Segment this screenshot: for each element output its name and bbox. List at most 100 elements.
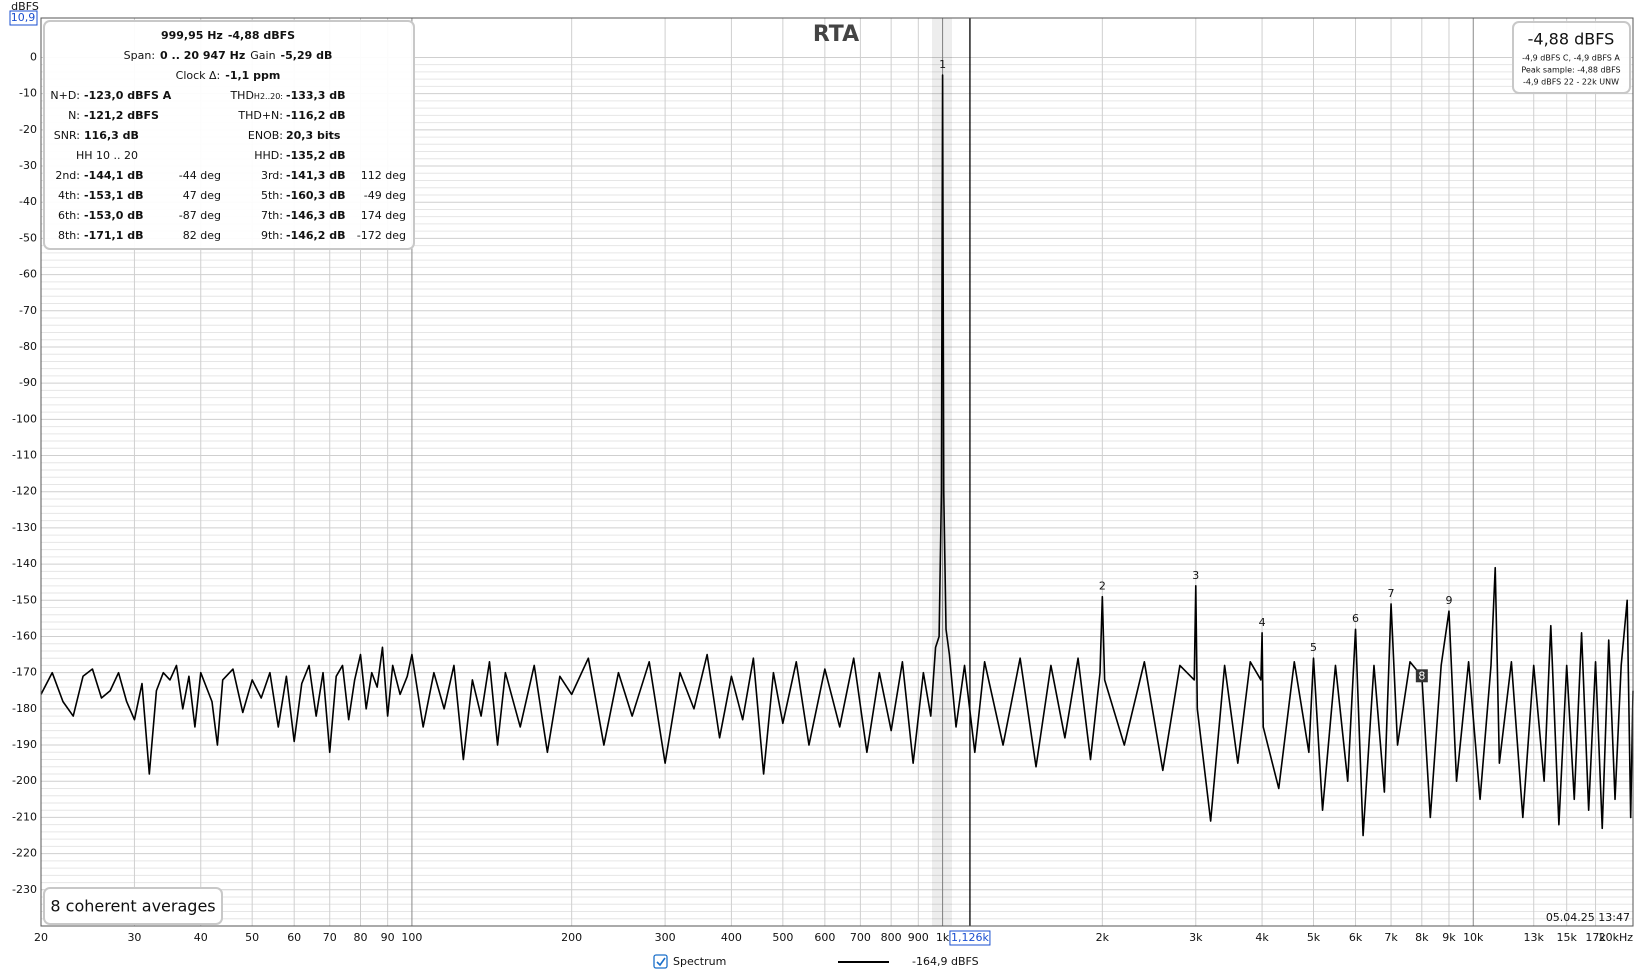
timestamp: 05.04.25 13:47 <box>1546 911 1630 924</box>
marker-label: 3 <box>1192 569 1199 582</box>
plot <box>40 18 1634 926</box>
y-tick-label: -150 <box>12 593 37 606</box>
marker-box <box>1415 669 1428 683</box>
y-tick-label: -170 <box>12 666 37 679</box>
x-tick-label: 800 <box>881 931 902 944</box>
info-value: -144,1 dB <box>84 169 143 182</box>
chart-title: RTA <box>813 22 859 47</box>
info-value: -121,2 dBFS <box>84 109 159 122</box>
level-line: -4,9 dBFS 22 - 22k UNW <box>1523 78 1619 87</box>
plot-frame <box>40 17 1634 927</box>
y-tick-label: -70 <box>19 304 37 317</box>
info-label: 3rd: <box>261 169 283 182</box>
info-value: -133,3 dB <box>286 89 345 102</box>
x-tick-label: 5k <box>1307 931 1321 944</box>
y-tick-label: -190 <box>12 738 37 751</box>
y-tick-label: -80 <box>19 340 37 353</box>
x-tick-label: 60 <box>287 931 301 944</box>
legend-name: Spectrum <box>673 955 726 968</box>
info-label-main: HHD: <box>254 149 283 162</box>
legend-value: -164,9 dBFS <box>912 955 979 968</box>
y-tick-label: -200 <box>12 774 37 787</box>
marker-label: 1 <box>939 58 946 71</box>
spectrum-line <box>40 74 1634 837</box>
info-value: -153,0 dB <box>84 209 143 222</box>
info-value: -153,1 dB <box>84 189 143 202</box>
info-header-part: 999,95 Hz <box>161 29 223 42</box>
info-value: 20,3 bits <box>286 129 341 142</box>
info-label-sub: H2..20: <box>254 92 283 101</box>
x-tick-label: 40 <box>194 931 208 944</box>
y-tick-label: -140 <box>12 557 37 570</box>
info-phase: -49 deg <box>364 189 406 202</box>
x-tick-label: 900 <box>908 931 929 944</box>
x-tick-label: 70 <box>323 931 337 944</box>
overlay: 10,9 1,126k 1 2 3 4 5 6 7 8 9 999,95 Hz -4,88 dBFS Sp… <box>9 10 1631 968</box>
info-note: HH 10 .. 20 <box>76 149 138 162</box>
x-tick-label: 20kHz <box>1599 931 1634 944</box>
info-label: 6th: <box>58 209 80 222</box>
marker-label: 6 <box>1352 612 1359 625</box>
x-tick-label: 3k <box>1189 931 1203 944</box>
y-tick-label: 0 <box>30 50 37 63</box>
info-value: -146,3 dB <box>286 209 345 222</box>
x-tick-label: 600 <box>814 931 835 944</box>
y-limit-label: 10,9 <box>11 11 36 24</box>
x-tick-label: 80 <box>353 931 367 944</box>
x-tick-label: 4k <box>1255 931 1269 944</box>
info-label: N: <box>68 109 80 122</box>
y-tick-label: -110 <box>12 449 37 462</box>
info-header: Clock Δ: -1,1 ppm <box>176 69 281 82</box>
info-header-part: Gain <box>250 49 275 62</box>
y-limit-box <box>9 10 38 26</box>
y-tick-label: -120 <box>12 485 37 498</box>
marker-label: 8 <box>1418 669 1425 682</box>
x-tick-label: 700 <box>850 931 871 944</box>
info-header: Span: 0 .. 20 947 Hz Gain -5,29 dB <box>124 49 333 62</box>
cursor-label-box <box>949 930 991 946</box>
x-tick-label: 13k <box>1524 931 1545 944</box>
marker-label: 2 <box>1099 580 1106 593</box>
info-header: 999,95 Hz -4,88 dBFS <box>161 29 295 42</box>
x-tick-label: 50 <box>245 931 259 944</box>
info-header-part: -1,1 ppm <box>225 69 280 82</box>
info-label: 5th: <box>261 189 283 202</box>
x-tick-label: 30 <box>127 931 141 944</box>
y-tick-label: -50 <box>19 231 37 244</box>
info-label-main: 9th: <box>261 229 283 242</box>
info-phase: 47 deg <box>183 189 221 202</box>
info-value: -160,3 dB <box>286 189 345 202</box>
y-tick-label: -30 <box>19 159 37 172</box>
x-tick-label: 9k <box>1442 931 1456 944</box>
info-label: 7th: <box>261 209 283 222</box>
info-label-main: 3rd: <box>261 169 283 182</box>
x-tick-label: 90 <box>381 931 395 944</box>
level-line: Peak sample: -4,88 dBFS <box>1521 66 1620 75</box>
y-tick-label: -40 <box>19 195 37 208</box>
y-tick-label: -210 <box>12 810 37 823</box>
averages-box <box>43 887 223 925</box>
info-label: ENOB: <box>248 129 283 142</box>
info-header-part: -4,88 dBFS <box>228 29 295 42</box>
info-header-part: 0 .. 20 947 Hz <box>160 49 245 62</box>
info-label: 9th: <box>261 229 283 242</box>
info-label: 2nd: <box>55 169 80 182</box>
info-phase: -172 deg <box>357 229 406 242</box>
marker-label: 5 <box>1310 641 1317 654</box>
info-label: THDH2..20: <box>229 89 283 102</box>
y-tick-label: -60 <box>19 268 37 281</box>
info-label-main: 5th: <box>261 189 283 202</box>
y-tick-label: -90 <box>19 376 37 389</box>
averages-label: 8 coherent averages <box>50 897 215 916</box>
info-label: HHD: <box>254 149 283 162</box>
marker-label: 4 <box>1259 616 1266 629</box>
info-value: -141,3 dB <box>286 169 345 182</box>
y-tick-label: -230 <box>12 883 37 896</box>
y-tick-label: -10 <box>19 87 37 100</box>
x-tick-label: 20 <box>34 931 48 944</box>
info-header-part: Span: <box>124 49 155 62</box>
info-phase: 174 deg <box>361 209 406 222</box>
x-tick-label: 6k <box>1349 931 1363 944</box>
legend-checkbox[interactable] <box>653 954 668 969</box>
